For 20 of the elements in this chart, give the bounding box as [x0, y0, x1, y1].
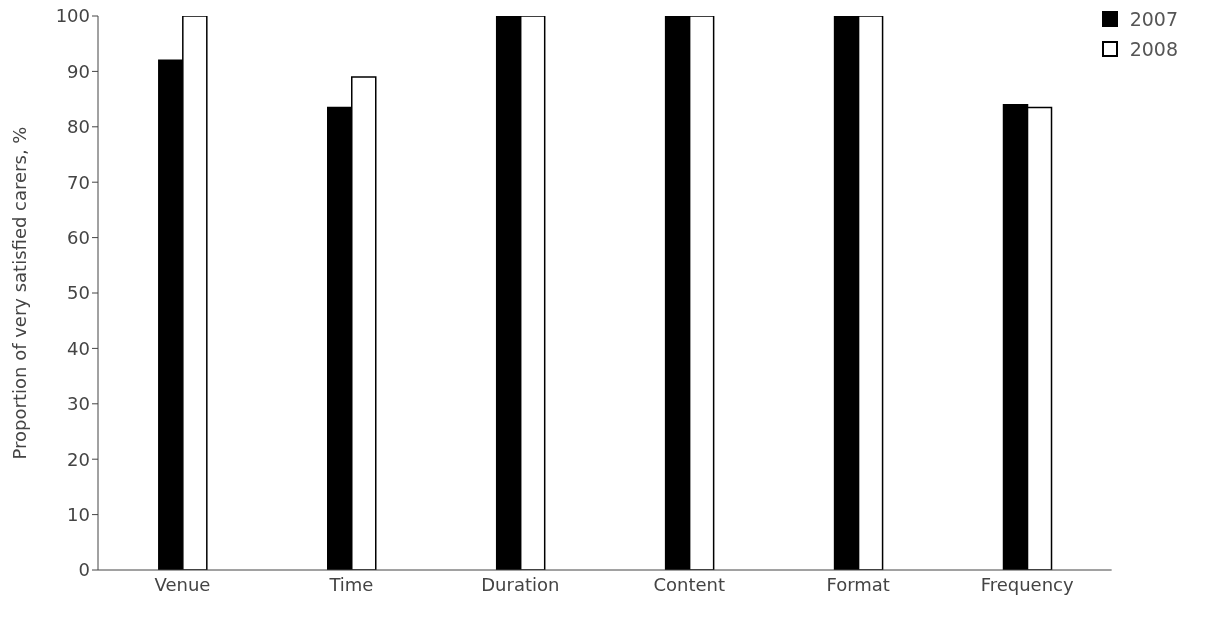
y-tick-label: 90	[67, 60, 90, 82]
x-tick-label: Duration	[481, 573, 560, 595]
y-tick-label: 10	[67, 503, 90, 525]
legend-label: 2007	[1128, 8, 1178, 30]
y-tick-label: 50	[67, 282, 90, 304]
y-tick-label: 20	[67, 448, 90, 470]
x-tick-label: Format	[826, 573, 890, 595]
y-tick-label: 60	[67, 226, 90, 248]
x-tick-label: Content	[653, 573, 726, 595]
legend-label: 2008	[1128, 38, 1178, 60]
y-tick-label: 30	[67, 393, 90, 415]
x-tick-label: Venue	[154, 573, 211, 595]
y-tick-label: 80	[67, 116, 90, 138]
y-tick-label: 70	[67, 171, 90, 193]
x-tick-label: Frequency	[980, 573, 1075, 595]
x-tick-label: Time	[328, 573, 374, 595]
y-tick-label: 100	[55, 5, 90, 27]
y-axis-title: Proportion of very satisfied carers, %	[9, 126, 31, 460]
y-tick-label: 40	[67, 337, 90, 359]
y-tick-label: 0	[78, 559, 90, 581]
